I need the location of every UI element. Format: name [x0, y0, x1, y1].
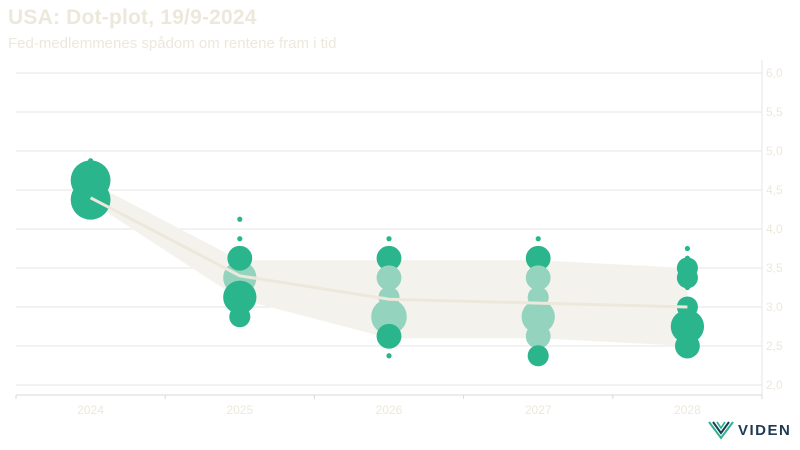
chart-subtitle: Fed-medlemmenes spådom om rentene fram i…: [8, 35, 337, 52]
dot-point: [674, 333, 700, 359]
viden-logo-text: VIDEN: [738, 421, 792, 439]
axis-layer: 6,0 5,5 5,0 4,5 4,0 3,5 3,0 2,5 2,0 2024 2025 2026 2…: [15, 60, 783, 417]
median-layer: [89, 196, 688, 309]
dot-layer: [70, 158, 705, 367]
x-tick-label: 2024: [77, 403, 104, 417]
dot-point: [229, 306, 251, 328]
x-tick-label: 2025: [226, 403, 253, 417]
x-tick-label: 2027: [525, 403, 552, 417]
y-tick-label: 4,5: [766, 183, 783, 197]
dot-point: [378, 286, 400, 308]
dot-point: [525, 245, 551, 271]
dot-point: [525, 265, 551, 291]
dot-point: [376, 265, 402, 291]
chart-title: USA: Dot-plot, 19/9-2024: [8, 6, 257, 29]
dot-point: [88, 158, 94, 164]
dot-point: [237, 216, 243, 222]
viden-logo-icon: [708, 421, 734, 440]
y-tick-label: 4,0: [766, 222, 783, 236]
y-tick-label: 6,0: [766, 66, 783, 80]
viden-logo: VIDEN: [708, 420, 791, 440]
dot-point: [376, 245, 402, 271]
x-tick-label: 2026: [376, 403, 403, 417]
dot-point: [670, 309, 705, 344]
dot-point: [676, 267, 698, 289]
y-tick-label: 2,5: [766, 339, 783, 353]
dot-point: [684, 245, 691, 252]
dot-point: [684, 284, 691, 291]
x-tick-label: 2028: [674, 403, 701, 417]
dot-point: [386, 353, 392, 359]
median-line: [89, 196, 688, 309]
dot-point: [237, 236, 243, 242]
dot-point: [527, 345, 549, 367]
dot-point: [223, 280, 257, 314]
y-tick-label: 5,5: [766, 105, 783, 119]
dot-point: [684, 353, 691, 359]
y-tick-label: 2,0: [766, 378, 783, 392]
dot-point: [521, 300, 555, 334]
y-tick-label: 3,0: [766, 300, 783, 314]
y-tick-label: 5,0: [766, 144, 783, 158]
dot-point: [535, 236, 541, 242]
dot-point: [70, 179, 111, 220]
dot-point: [371, 298, 407, 335]
dot-point: [684, 255, 691, 261]
dot-point: [386, 236, 392, 242]
dot-point: [227, 245, 253, 271]
y-tick-label: 3,5: [766, 261, 783, 275]
dot-point: [525, 323, 551, 349]
dot-point: [376, 323, 402, 349]
